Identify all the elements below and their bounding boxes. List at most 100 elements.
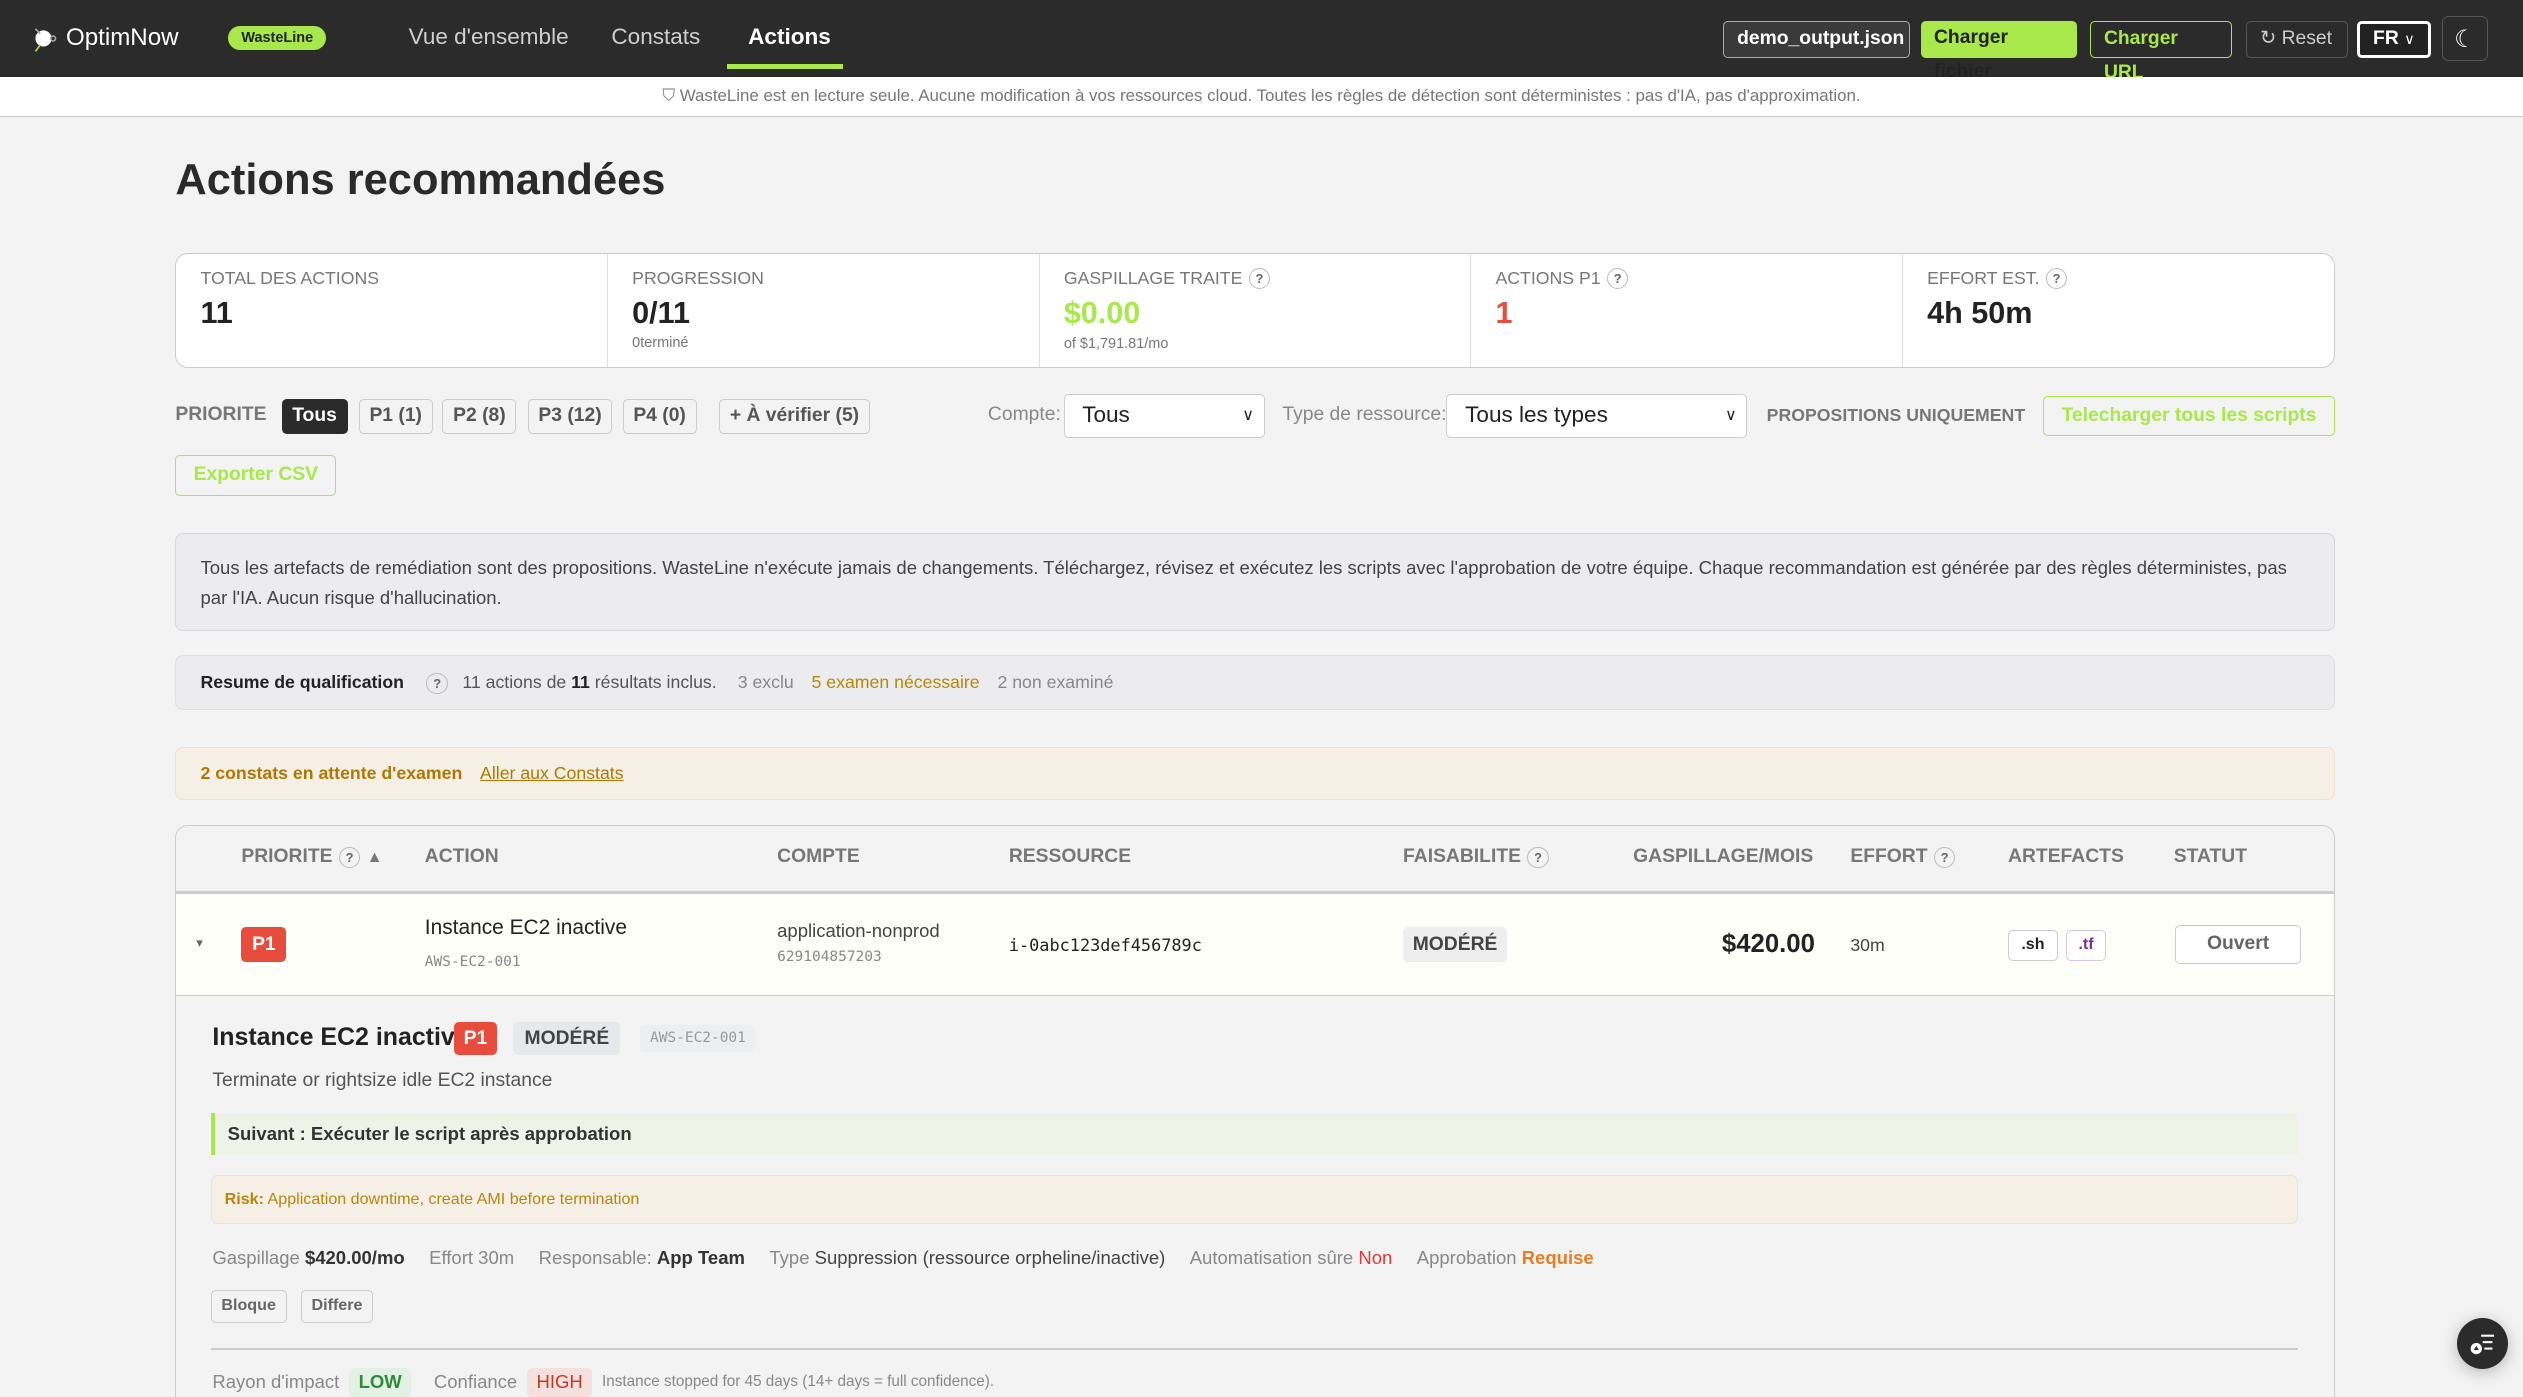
- banner-text: WasteLine est en lecture seule. Aucune m…: [679, 86, 1861, 106]
- filter-p1[interactable]: P1 (1): [358, 399, 433, 435]
- stat-waste-treated: GASPILLAGE TRAITE? $0.00 of $1,791.81/mo: [1040, 253, 1472, 368]
- help-icon[interactable]: ?: [1607, 268, 1629, 290]
- account-id: 629104857203: [777, 949, 882, 966]
- impact-badge: LOW: [348, 1367, 412, 1397]
- risk-notice: Risk: Application downtime, create AMI b…: [210, 1174, 2298, 1225]
- chevron-down-icon: ∨: [1724, 406, 1737, 425]
- results-count: 11: [571, 671, 590, 692]
- stat-progress: PROGRESSION 0/11 0terminé: [608, 253, 1040, 368]
- header-resource[interactable]: RESSOURCE: [1008, 846, 1132, 868]
- proposals-only-toggle[interactable]: PROPOSITIONS UNIQUEMENT: [1766, 405, 2026, 426]
- actions-count: 11: [462, 671, 481, 692]
- automation-label: Automatisation sûre: [1189, 1246, 1354, 1268]
- download-tf-button[interactable]: .tf: [2065, 930, 2107, 961]
- product-badge: WasteLine: [228, 25, 327, 50]
- filter-p2[interactable]: P2 (8): [442, 399, 517, 435]
- header-feasibility[interactable]: FAISABILITE?: [1403, 846, 1549, 868]
- nav-findings[interactable]: Constats: [611, 24, 701, 50]
- owner-label: Responsable:: [538, 1246, 652, 1268]
- type-value: Suppression (ressource orpheline/inactiv…: [814, 1246, 1166, 1268]
- load-url-button[interactable]: Charger URL: [2090, 20, 2232, 83]
- results-included: résultats inclus.: [589, 671, 717, 692]
- actions-table: [175, 825, 2335, 1397]
- header-effort[interactable]: EFFORT?: [1850, 846, 1956, 868]
- next-step: Suivant : Exécuter le script après appro…: [210, 1113, 2298, 1156]
- priority-filter-label: PRIORITE: [175, 403, 267, 425]
- help-icon[interactable]: ?: [1933, 846, 1956, 868]
- scroll-to-top-list-icon[interactable]: [2456, 1317, 2509, 1370]
- go-to-findings-link[interactable]: Aller aux Constats: [480, 762, 624, 783]
- detail-rule-id: AWS-EC2-001: [640, 1024, 756, 1053]
- download-sh-button[interactable]: .sh: [2008, 930, 2058, 961]
- header-artifacts[interactable]: ARTEFACTS: [2008, 846, 2124, 868]
- resource-id: i-0abc123def456789c: [1008, 934, 1202, 955]
- sort-asc-icon: ▲: [366, 847, 383, 866]
- status-button[interactable]: Ouvert: [2175, 925, 2301, 964]
- nav-actions[interactable]: Actions: [748, 24, 831, 50]
- owner-value: App Team: [656, 1246, 745, 1268]
- detail-feasibility-badge: MODÉRÉ: [513, 1021, 621, 1056]
- filter-to-review[interactable]: + À vérifier (5): [719, 399, 870, 435]
- file-name-button[interactable]: demo_output.json: [1723, 20, 1910, 58]
- header-status[interactable]: STATUT: [2173, 846, 2247, 868]
- top-bar: [0, 0, 2523, 78]
- stat-value: 4h 50m: [1927, 295, 2033, 330]
- waste-value: $420.00/mo: [304, 1246, 405, 1268]
- list-up-icon: [2470, 1334, 2494, 1354]
- review-needed-count[interactable]: 5 examen nécessaire: [811, 671, 980, 692]
- detail-title: Instance EC2 inactive: [212, 1023, 469, 1052]
- header-account[interactable]: COMPTE: [777, 846, 860, 868]
- help-icon[interactable]: ?: [1527, 846, 1549, 868]
- header-waste[interactable]: GASPILLAGE/MOIS: [1633, 846, 1814, 868]
- brand-name[interactable]: OptimNow: [65, 24, 179, 52]
- not-reviewed-count: 2 non examiné: [997, 671, 1114, 692]
- stat-label: TOTAL DES ACTIONS: [200, 268, 380, 289]
- effort-meta: Effort 30m: [429, 1246, 515, 1268]
- header-priority[interactable]: PRIORITE? ▲: [241, 846, 383, 868]
- chevron-down-icon: ∨: [2404, 31, 2415, 48]
- dark-mode-moon-icon[interactable]: ☾: [2442, 16, 2488, 62]
- action-name[interactable]: Instance EC2 inactive: [424, 915, 627, 939]
- help-icon[interactable]: ?: [426, 672, 448, 695]
- reset-button[interactable]: ↻ Reset: [2246, 20, 2348, 58]
- pending-text: 2 constats en attente d'examen: [200, 762, 463, 783]
- impact-label: Rayon d'impact: [212, 1371, 340, 1393]
- account-select[interactable]: Tous ∨: [1063, 394, 1265, 438]
- help-icon[interactable]: ?: [2045, 268, 2068, 290]
- stat-value: 0/11: [632, 295, 690, 330]
- header-label: EFFORT: [1850, 846, 1928, 868]
- filter-p3[interactable]: P3 (12): [527, 399, 613, 435]
- table-row[interactable]: [176, 893, 2334, 997]
- stat-sub: of $1,791.81/mo: [1063, 335, 1169, 352]
- active-tab-indicator: [727, 64, 844, 70]
- language-select[interactable]: FR ∨: [2357, 20, 2432, 58]
- priority-badge: P1: [241, 926, 287, 963]
- detail-meta: Gaspillage $420.00/mo Effort 30m Respons…: [212, 1247, 1593, 1269]
- load-file-button[interactable]: Charger fichier: [1921, 20, 2078, 82]
- filter-p4[interactable]: P4 (0): [622, 399, 697, 435]
- refresh-icon: ↻: [2260, 27, 2277, 49]
- read-only-banner: ⛉ WasteLine est en lecture seule. Aucune…: [0, 77, 2523, 117]
- divider: [210, 1348, 2298, 1350]
- expand-caret-icon[interactable]: ▾: [196, 934, 203, 950]
- header-action[interactable]: ACTION: [424, 846, 499, 868]
- download-all-scripts-button[interactable]: Telecharger tous les scripts: [2043, 395, 2335, 437]
- blocked-button[interactable]: Bloque: [210, 1290, 287, 1323]
- detail-priority-badge: P1: [453, 1021, 498, 1056]
- export-csv-button[interactable]: Exporter CSV: [175, 455, 337, 496]
- confidence-badge: HIGH: [526, 1367, 593, 1397]
- account-name: application-nonprod: [777, 920, 940, 942]
- stat-label: GASPILLAGE TRAITE: [1063, 268, 1243, 289]
- stat-value: $0.00: [1063, 295, 1141, 330]
- help-icon[interactable]: ?: [1248, 268, 1271, 290]
- help-icon[interactable]: ?: [338, 846, 361, 868]
- shield-icon: ⛉: [662, 86, 676, 106]
- filter-all[interactable]: Tous: [281, 399, 348, 435]
- nav-overview[interactable]: Vue d'ensemble: [408, 24, 569, 50]
- resource-type-select[interactable]: Tous les types ∨: [1446, 394, 1748, 438]
- pending-review-notice: 2 constats en attente d'examen Aller aux…: [175, 746, 2335, 800]
- resource-type-label: Type de ressource:: [1282, 403, 1447, 425]
- stat-label: EFFORT EST.: [1927, 268, 2040, 289]
- approval-value: Requise: [1521, 1246, 1594, 1268]
- deferred-button[interactable]: Differe: [300, 1290, 374, 1323]
